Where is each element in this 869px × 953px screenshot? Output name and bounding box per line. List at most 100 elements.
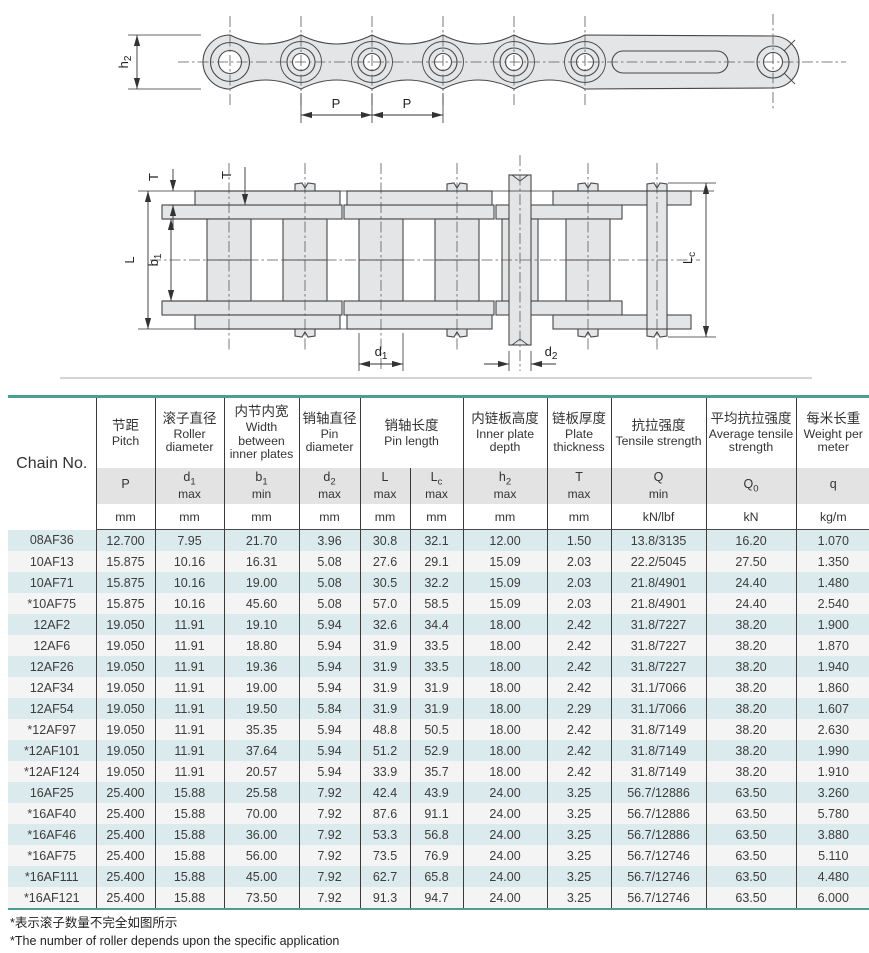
value-cell: 25.400 (95, 803, 155, 824)
chain-no-cell: 12AF6 (8, 635, 96, 656)
value-cell: 29.1 (409, 551, 464, 572)
value-cell: 11.91 (154, 635, 224, 656)
value-cell: 30.5 (359, 572, 410, 593)
chain-no-cell: 08AF36 (8, 529, 96, 551)
symbol-qualifier: min (251, 486, 272, 501)
column-header-en: Roller diameter (165, 426, 214, 455)
value-cell: 42.4 (359, 782, 410, 803)
chain-no-cell: 12AF2 (8, 614, 96, 635)
table-row: 10AF71 15.875 10.16 19.00 5.08 30.5 32.2 15.09 2… (8, 572, 869, 593)
value-cell: 2.42 (546, 677, 612, 698)
value-cell: 73.50 (223, 887, 299, 909)
symbol-cell: b1 min (223, 468, 299, 504)
value-cell: 21.8/4901 (610, 593, 707, 614)
value-cell: 5.08 (298, 551, 360, 572)
pin-cap (446, 328, 468, 338)
column-header-en: Pin diameter (305, 426, 354, 455)
value-cell: 2.42 (546, 635, 612, 656)
T2-dimension-label: T (219, 171, 234, 179)
value-cell: 11.91 (154, 677, 224, 698)
value-cell: 73.5 (359, 845, 410, 866)
unit-cell: mm (95, 504, 155, 530)
value-cell: 58.5 (409, 593, 464, 614)
chamfer-line (783, 72, 796, 85)
symbol-cell: Q0 (705, 468, 797, 504)
value-cell: 35.35 (223, 719, 299, 740)
chain-no-cell: *16AF111 (8, 866, 96, 887)
symbol-cell: h2 max (462, 468, 548, 504)
value-cell: 5.94 (298, 635, 360, 656)
value-cell: 3.25 (546, 782, 612, 803)
value-cell: 3.25 (546, 803, 612, 824)
value-cell: 2.540 (795, 593, 869, 614)
pin-cap (646, 328, 668, 338)
value-cell: 51.2 (359, 740, 410, 761)
value-cell: 38.20 (705, 761, 797, 782)
column-header: 抗拉强度 Tensile strength (610, 396, 707, 468)
value-cell: 38.20 (705, 614, 797, 635)
value-cell: 2.42 (546, 761, 612, 782)
value-cell: 7.92 (298, 803, 360, 824)
value-cell: 11.91 (154, 614, 224, 635)
value-cell: 31.8/7227 (610, 614, 707, 635)
value-cell: 25.58 (223, 782, 299, 803)
value-cell: 24.40 (705, 593, 797, 614)
value-cell: 3.880 (795, 824, 869, 845)
value-cell: 1.607 (795, 698, 869, 719)
pin-cap (577, 182, 599, 192)
value-cell: 31.8/7149 (610, 740, 707, 761)
value-cell: 94.7 (409, 887, 464, 909)
pin-cap (446, 182, 468, 192)
value-cell: 16.20 (705, 529, 797, 551)
pitch-dimension-label: P (332, 96, 341, 111)
value-cell: 31.1/7066 (610, 698, 707, 719)
value-cell: 2.29 (546, 698, 612, 719)
unit-cell: kN/lbf (610, 504, 707, 530)
column-header-zh: 每米长重 (806, 410, 861, 426)
value-cell: 19.050 (95, 740, 155, 761)
value-cell: 33.9 (359, 761, 410, 782)
table-row: *16AF46 25.400 15.88 36.00 7.92 53.3 56.8 24.00… (8, 824, 869, 845)
value-cell: 18.00 (462, 656, 548, 677)
chain-no-cell: *16AF46 (8, 824, 96, 845)
value-cell: 5.84 (298, 698, 360, 719)
outer-plate-edge (346, 314, 493, 330)
table-row: *16AF111 25.400 15.88 45.00 7.92 62.7 65.8 24.0… (8, 866, 869, 887)
inner-plate-edge (343, 204, 495, 220)
table-row: 12AF54 19.050 11.91 19.50 5.84 31.9 31.9 18.00 2… (8, 698, 869, 719)
value-cell: 32.2 (409, 572, 464, 593)
value-cell: 52.9 (409, 740, 464, 761)
value-cell: 21.8/4901 (610, 572, 707, 593)
value-cell: 7.92 (298, 782, 360, 803)
value-cell: 22.2/5045 (610, 551, 707, 572)
column-header: 每米长重 Weight per meter (795, 396, 869, 468)
value-cell: 31.1/7066 (610, 677, 707, 698)
value-cell: 15.875 (95, 593, 155, 614)
column-header: 销轴直径 Pin diameter (298, 396, 360, 468)
table-row: 10AF13 15.875 10.16 16.31 5.08 27.6 29.1 15.09 2… (8, 551, 869, 572)
Lc-dimension-label: Lc (680, 252, 698, 264)
value-cell: 32.1 (409, 529, 464, 551)
value-cell: 56.00 (223, 845, 299, 866)
table-row: 12AF6 19.050 11.91 18.80 5.94 31.9 33.5 18.00 2.… (8, 635, 869, 656)
value-cell: 31.8/7227 (610, 635, 707, 656)
unit-cell: mm (359, 504, 410, 530)
value-cell: 2.42 (546, 614, 612, 635)
value-cell: 2.03 (546, 572, 612, 593)
value-cell: 27.50 (705, 551, 797, 572)
chain-no-cell: *16AF40 (8, 803, 96, 824)
value-cell: 45.00 (223, 866, 299, 887)
value-cell: 31.9 (409, 698, 464, 719)
value-cell: 76.9 (409, 845, 464, 866)
value-cell: 56.7/12746 (610, 845, 707, 866)
value-cell: 56.7/12886 (610, 803, 707, 824)
column-header-en: Average tensile strength (708, 426, 794, 455)
value-cell: 1.900 (795, 614, 869, 635)
value-cell: 25.400 (95, 782, 155, 803)
unit-cell: mm (154, 504, 224, 530)
value-cell: 1.990 (795, 740, 869, 761)
column-header: 内链板高度 Inner plate depth (462, 396, 548, 468)
column-header-en: Inner plate depth (475, 426, 535, 455)
chain-no-cell: *10AF75 (8, 593, 96, 614)
value-cell: 5.94 (298, 761, 360, 782)
